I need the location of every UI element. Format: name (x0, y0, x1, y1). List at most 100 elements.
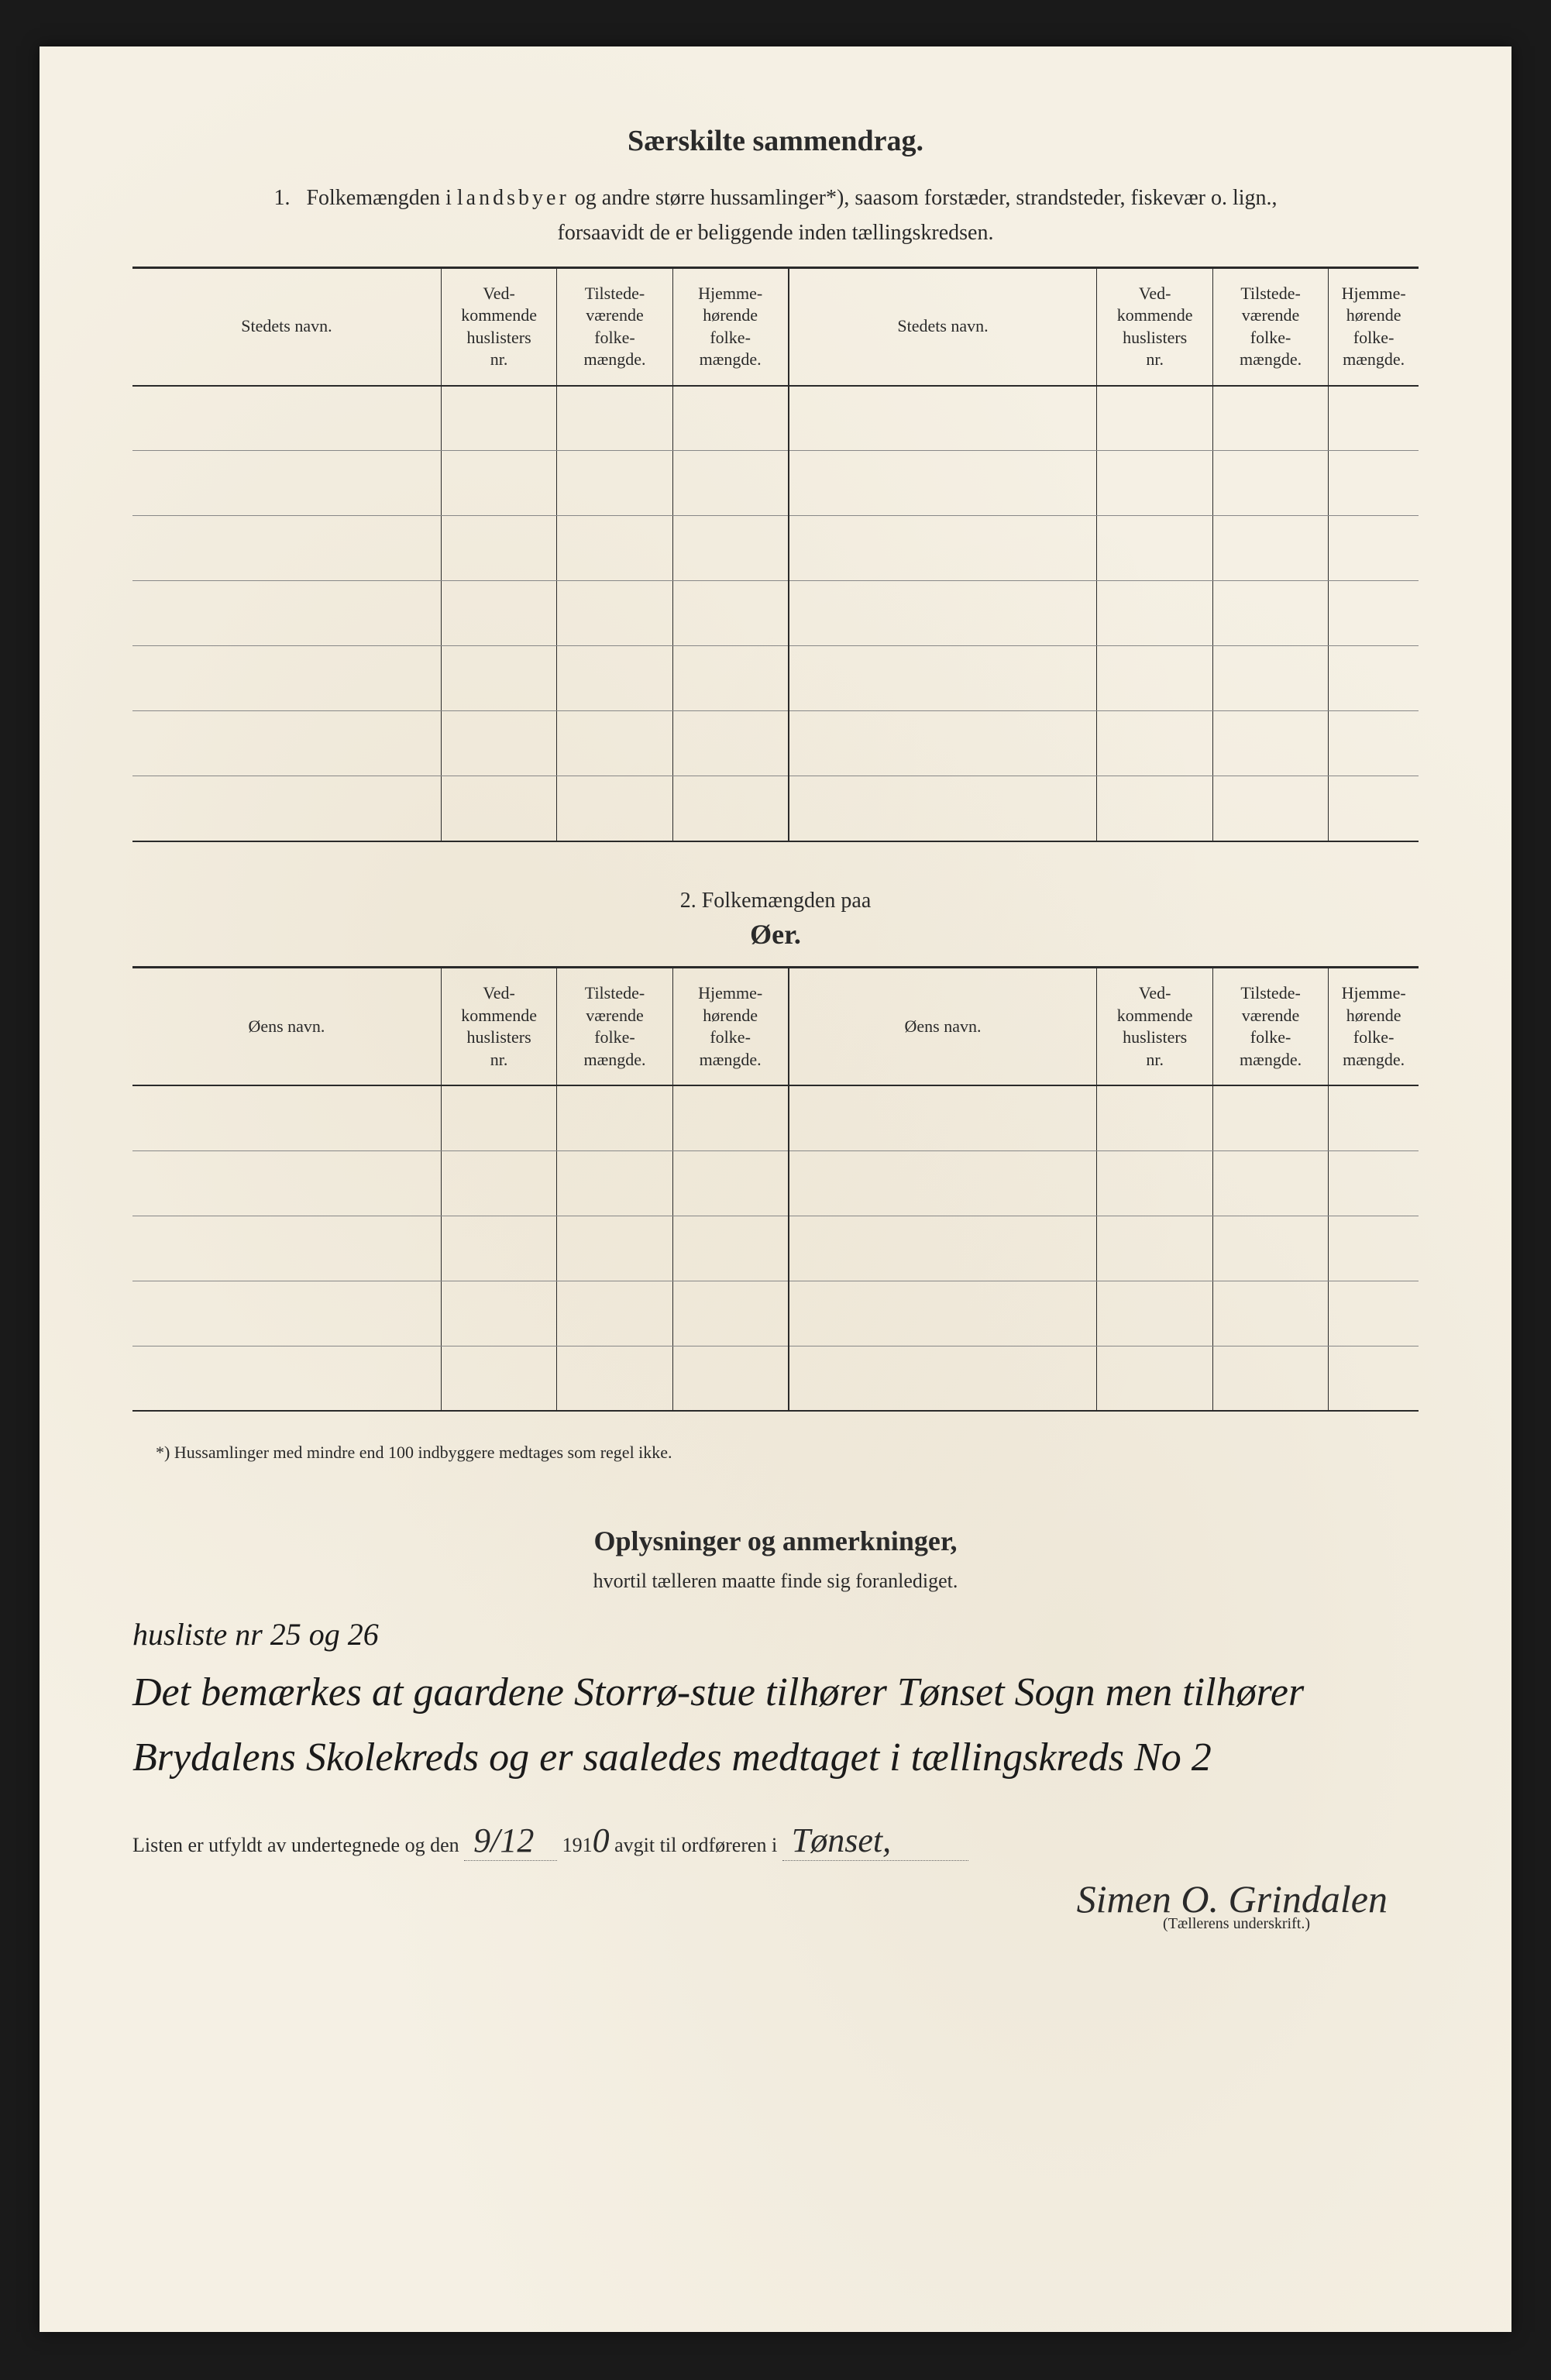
margin-note: husliste nr 25 og 26 (132, 1616, 1419, 1653)
th-tilstede-2: Tilstede- værende folke- mængde. (1212, 267, 1328, 386)
section1-intro-c: forsaavidt de er beliggende inden tællin… (558, 221, 994, 245)
table-cell (1212, 1150, 1328, 1216)
table-cell (672, 1281, 788, 1346)
table-cell (132, 1150, 441, 1216)
table-cell (132, 711, 441, 776)
table-cell (1097, 646, 1212, 711)
table-cell (789, 776, 1097, 841)
table-cell (1329, 581, 1419, 646)
table-cell (1329, 776, 1419, 841)
table-cell (1097, 1346, 1212, 1411)
table-cell (1329, 1216, 1419, 1281)
table-cell (1097, 451, 1212, 516)
table-cell (1329, 646, 1419, 711)
table-cell (789, 1216, 1097, 1281)
footnote: *) Hussamlinger med mindre end 100 indby… (156, 1443, 1419, 1463)
signoff-place: Tønset, (782, 1821, 968, 1861)
signoff-year-pre: 191 (562, 1834, 593, 1856)
table-cell (1097, 1216, 1212, 1281)
table-cell (441, 1216, 556, 1281)
table-cell (672, 1346, 788, 1411)
th-hjemme-1: Hjemme- hørende folke- mængde. (672, 267, 788, 386)
th-huslisters-2: Ved- kommende huslisters nr. (1097, 267, 1212, 386)
table-cell (132, 581, 441, 646)
table-row (132, 1085, 1419, 1150)
table-cell (441, 386, 556, 451)
table2-body (132, 1085, 1419, 1411)
table-cell (441, 1346, 556, 1411)
table-cell (557, 451, 672, 516)
table-cell (1212, 451, 1328, 516)
table-cell (1212, 776, 1328, 841)
table-cell (789, 516, 1097, 581)
table-cell (1097, 711, 1212, 776)
table-cell (441, 1085, 556, 1150)
th-oens-navn-2: Øens navn. (789, 967, 1097, 1085)
table-cell (1212, 1216, 1328, 1281)
document-page: Særskilte sammendrag. 1. Folkemængden i … (40, 46, 1511, 2332)
table-cell (132, 1346, 441, 1411)
table-cell (557, 1150, 672, 1216)
signoff-year-fill: 0 (593, 1821, 610, 1859)
table-cell (1212, 1346, 1328, 1411)
table-cell (441, 581, 556, 646)
section2-title: Øer. (132, 918, 1419, 951)
table-row (132, 1281, 1419, 1346)
table-cell (557, 1216, 672, 1281)
th-huslisters-1: Ved- kommende huslisters nr. (441, 267, 556, 386)
table-cell (1329, 516, 1419, 581)
section1-num: 1. (273, 186, 290, 210)
table-cell (789, 451, 1097, 516)
table-cell (441, 1281, 556, 1346)
table-cell (789, 1281, 1097, 1346)
table-cell (672, 1150, 788, 1216)
table-cell (1329, 1281, 1419, 1346)
table-cell (789, 1085, 1097, 1150)
table-cell (1097, 776, 1212, 841)
table-cell (132, 516, 441, 581)
remarks-sub: hvortil tælleren maatte finde sig foranl… (132, 1570, 1419, 1593)
table-row (132, 516, 1419, 581)
table-cell (1212, 1085, 1328, 1150)
table-cell (557, 646, 672, 711)
table-row (132, 386, 1419, 451)
section1-intro-b: og andre større hussamlinger*), saasom f… (569, 186, 1278, 210)
table-cell (672, 581, 788, 646)
th-oer-hjemme-1: Hjemme- hørende folke- mængde. (672, 967, 788, 1085)
table-cell (1329, 1085, 1419, 1150)
table-cell (672, 451, 788, 516)
table-cell (132, 1085, 441, 1150)
table-cell (672, 1085, 788, 1150)
table-cell (1212, 1281, 1328, 1346)
th-oer-huslisters-2: Ved- kommende huslisters nr. (1097, 967, 1212, 1085)
th-oens-navn-1: Øens navn. (132, 967, 441, 1085)
table-row (132, 1150, 1419, 1216)
table-cell (441, 776, 556, 841)
table-cell (1329, 1346, 1419, 1411)
table-cell (557, 1085, 672, 1150)
table-row (132, 646, 1419, 711)
table-cell (672, 1216, 788, 1281)
table-cell (672, 776, 788, 841)
section2-num: 2. Folkemængden paa (132, 889, 1419, 913)
table-cell (441, 451, 556, 516)
table-cell (441, 711, 556, 776)
table-cell (1097, 1085, 1212, 1150)
table-cell (1097, 386, 1212, 451)
table-row (132, 1346, 1419, 1411)
table-row (132, 776, 1419, 841)
table-cell (557, 776, 672, 841)
table-cell (132, 1216, 441, 1281)
table-cell (1212, 581, 1328, 646)
table-row (132, 1216, 1419, 1281)
table-cell (132, 1281, 441, 1346)
signoff-date: 9/12 (464, 1821, 557, 1861)
table-cell (672, 516, 788, 581)
th-oer-huslisters-1: Ved- kommende huslisters nr. (441, 967, 556, 1085)
table-cell (132, 776, 441, 841)
table-cell (1212, 516, 1328, 581)
table-cell (557, 1281, 672, 1346)
th-oer-hjemme-2: Hjemme- hørende folke- mængde. (1329, 967, 1419, 1085)
table-cell (1097, 1150, 1212, 1216)
table-cell (441, 516, 556, 581)
